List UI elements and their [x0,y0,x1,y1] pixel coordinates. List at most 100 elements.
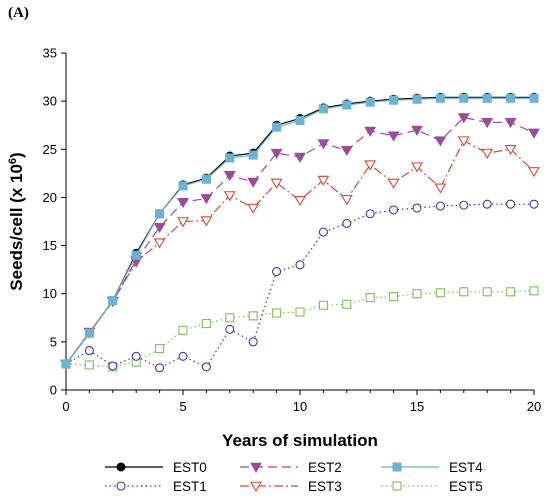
data-point [200,216,213,227]
x-axis-title: Years of simulation [222,431,378,450]
data-point [318,300,328,310]
data-point [155,344,165,354]
data-point [342,100,352,110]
data-point [387,178,400,189]
data-point [481,148,494,159]
data-point [435,288,445,298]
series-layer [60,92,540,373]
data-point [482,199,492,209]
data-point [434,136,447,147]
panel-label: (A) [8,5,29,21]
data-point [153,222,166,234]
data-point [108,295,118,306]
legend-item-est5: EST5 [381,479,483,494]
data-point [295,307,305,317]
x-tick-label: 5 [179,399,186,414]
data-point [131,351,141,361]
data-point [272,122,282,132]
legend-item-est4: EST4 [381,460,483,475]
data-point [84,360,94,370]
data-point [364,160,377,171]
data-point [459,200,469,210]
data-point [201,362,211,372]
data-point [295,115,305,125]
data-point [411,162,423,173]
data-point [155,363,165,373]
data-point [294,196,306,207]
legend-label: EST2 [308,460,342,475]
data-point [412,94,422,104]
data-point [248,150,258,160]
x-ticks: 0 5 10 15 20 [62,390,541,414]
data-point [529,199,539,209]
data-point [294,152,306,163]
y-tick-label: 20 [43,190,57,205]
data-point [61,359,71,369]
legend-label: EST0 [173,460,207,475]
data-point [504,118,517,129]
legend-label: EST3 [308,479,342,494]
y-axis-title-close: ) [7,152,26,158]
y-tick-label: 10 [43,286,57,301]
data-point [504,144,517,156]
data-point [200,194,213,205]
legend-marker [116,462,126,472]
legend-item-est3: EST3 [240,479,342,494]
x-tick-label: 10 [293,399,307,414]
data-point [412,289,422,299]
data-point [84,345,94,356]
data-point [317,139,330,150]
data-point [457,113,470,124]
y-ticks: 0 5 10 15 20 25 30 35 [43,46,66,398]
x-tick-label: 0 [62,399,69,414]
data-point [389,205,399,215]
data-point [506,93,516,103]
y-tick-label: 15 [43,238,57,253]
data-point [247,203,260,214]
data-point [365,97,375,107]
data-point [270,148,283,159]
data-point [225,153,235,163]
legend-marker [250,481,262,492]
data-point [482,287,492,297]
data-point [435,93,445,103]
data-point [342,299,352,309]
y-tick-label: 35 [43,46,57,61]
data-point [84,328,94,338]
series-est4 [61,93,539,369]
data-point [365,209,375,219]
y-axis-title-main: Seeds/cell (x 10 [7,164,26,291]
data-point [223,191,236,202]
data-point [272,308,282,318]
data-point [317,175,330,186]
data-point [529,93,539,103]
data-point [340,145,353,157]
data-point [178,181,188,191]
data-point [178,325,188,335]
data-point [506,287,516,297]
legend-item-est0: EST0 [105,460,207,475]
data-point [177,197,189,209]
series-line [65,203,534,369]
data-point [435,201,445,211]
data-point [389,292,399,302]
data-point [459,287,469,297]
y-tick-label: 0 [50,383,57,398]
data-point [201,319,211,329]
data-point [108,361,118,371]
x-tick-label: 15 [410,399,424,414]
data-point [434,183,447,194]
data-point [387,131,400,142]
data-point [295,260,305,270]
data-point [225,313,235,323]
data-point [528,167,540,178]
data-point [459,93,469,103]
data-point [318,104,328,114]
data-point [270,178,283,189]
data-point [225,324,235,334]
data-point [506,199,516,209]
data-point [364,126,377,137]
data-point [247,177,260,188]
legend-marker [116,481,126,491]
